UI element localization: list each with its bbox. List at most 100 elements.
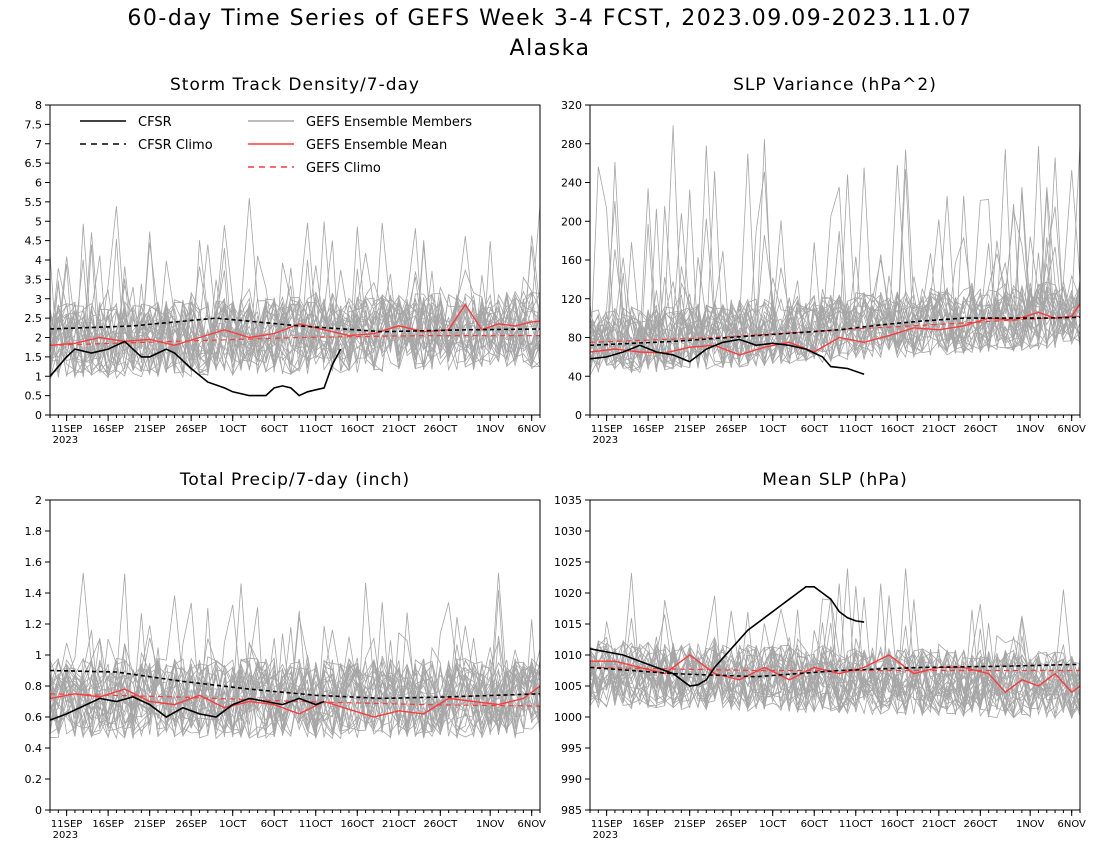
y-tick-label: 1035 bbox=[554, 494, 582, 507]
x-tick-label: 6OCT bbox=[801, 819, 829, 830]
x-tick-label: 16OCT bbox=[880, 424, 915, 435]
x-tick-label: 21OCT bbox=[382, 424, 417, 435]
plot-area-0 bbox=[50, 197, 540, 397]
ensemble-member-line bbox=[50, 238, 540, 373]
ensemble-member-line bbox=[590, 621, 1080, 720]
y-tick-label: 0.4 bbox=[25, 742, 43, 755]
ensemble-member-line bbox=[590, 282, 1080, 365]
plot-frame bbox=[589, 104, 1081, 416]
ensemble-member-line bbox=[590, 166, 1080, 366]
x-tick-label: 26SEP bbox=[175, 424, 206, 435]
series-ens-mean-line bbox=[590, 654, 1080, 694]
y-tick-label: 120 bbox=[561, 293, 582, 306]
x-tick-label: 6OCT bbox=[261, 819, 289, 830]
ensemble-member-line bbox=[50, 590, 540, 739]
x-tick-label: 11SEP bbox=[591, 424, 622, 435]
x-tick-label: 26OCT bbox=[963, 424, 998, 435]
x-tick-label: 16SEP bbox=[632, 819, 663, 830]
y-tick-label: 3.5 bbox=[25, 273, 43, 286]
ensemble-member-line bbox=[50, 228, 540, 373]
y-tick-label: 1 bbox=[35, 649, 42, 662]
y-tick-label: 7.5 bbox=[25, 118, 43, 131]
y-tick-label: 1.2 bbox=[25, 618, 43, 631]
x-tick-label: 11OCT bbox=[299, 424, 334, 435]
legend-label-4: GEFS Climo bbox=[306, 161, 381, 176]
x-tick-label: 16OCT bbox=[340, 424, 375, 435]
legend-label-0: CFSR bbox=[138, 115, 172, 130]
plot-area-1 bbox=[590, 125, 1080, 376]
y-tick-label: 7 bbox=[35, 138, 42, 151]
x-tick-label: 26SEP bbox=[715, 424, 746, 435]
panel-title-storm-track: Storm Track Density/7-day bbox=[170, 75, 420, 95]
ensemble-member-line bbox=[590, 272, 1080, 368]
y-tick-label: 0 bbox=[575, 409, 582, 422]
x-year-label: 2023 bbox=[593, 435, 618, 446]
x-tick-label: 21SEP bbox=[674, 819, 705, 830]
x-tick-label: 1OCT bbox=[219, 819, 247, 830]
panel-1: 0 40 80 120 160 200 240 280 320 11SEP 16SEP 21SEP 26… bbox=[561, 99, 1086, 446]
ensemble-member-line bbox=[50, 268, 540, 374]
y-tick-label: 1000 bbox=[554, 711, 582, 724]
y-tick-label: 1.8 bbox=[25, 525, 43, 538]
ensemble-member-line bbox=[590, 161, 1080, 368]
series-cfsr-climo-line bbox=[50, 669, 540, 700]
series-cfsr-line bbox=[50, 340, 342, 397]
x-tick-label: 16OCT bbox=[880, 819, 915, 830]
y-tick-label: 6.5 bbox=[25, 157, 43, 170]
series-gefs-climo-line bbox=[590, 315, 1080, 343]
x-tick-label: 1NOV bbox=[476, 424, 505, 435]
x-tick-label: 11SEP bbox=[591, 819, 622, 830]
x-year-label: 2023 bbox=[53, 435, 78, 446]
y-tick-label: 2 bbox=[35, 494, 42, 507]
x-tick-label: 11SEP bbox=[51, 424, 82, 435]
ensemble-member-line bbox=[590, 195, 1080, 369]
ensemble-member-line bbox=[590, 645, 1080, 719]
x-tick-label: 11OCT bbox=[839, 424, 874, 435]
ensemble-member-line bbox=[590, 609, 1080, 718]
y-tick-label: 1.6 bbox=[25, 556, 43, 569]
ensemble-member-line bbox=[590, 192, 1080, 370]
x-tick-label: 21SEP bbox=[134, 819, 165, 830]
x-tick-label: 21OCT bbox=[922, 424, 957, 435]
panel-title-mean-slp: Mean SLP (hPa) bbox=[762, 470, 908, 490]
x-tick-label: 6NOV bbox=[517, 424, 546, 435]
ensemble-member-line bbox=[590, 277, 1080, 361]
x-tick-label: 11OCT bbox=[839, 819, 874, 830]
ensemble-member-line bbox=[590, 623, 1080, 711]
x-tick-label: 1OCT bbox=[759, 424, 787, 435]
series-gefs-climo-line bbox=[50, 693, 540, 707]
x-tick-label: 21SEP bbox=[674, 424, 705, 435]
y-tick-label: 2 bbox=[35, 332, 42, 345]
series-cfsr-climo-line bbox=[590, 316, 1080, 347]
x-tick-label: 6OCT bbox=[801, 424, 829, 435]
figure-title-line2: Alaska bbox=[509, 36, 591, 61]
x-tick-label: 1OCT bbox=[219, 424, 247, 435]
x-tick-label: 6NOV bbox=[517, 819, 546, 830]
y-tick-label: 200 bbox=[561, 215, 582, 228]
y-tick-label: 0 bbox=[35, 804, 42, 817]
x-tick-label: 26OCT bbox=[423, 819, 458, 830]
series-gefs-climo-line bbox=[590, 666, 1080, 672]
ensemble-member-line bbox=[50, 259, 540, 378]
y-tick-label: 995 bbox=[561, 742, 582, 755]
ensemble-member-line bbox=[590, 644, 1080, 718]
y-tick-label: 160 bbox=[561, 254, 582, 267]
ensemble-member-line bbox=[50, 582, 540, 739]
ensemble-member-line bbox=[590, 599, 1080, 715]
x-tick-label: 21OCT bbox=[922, 819, 957, 830]
ensemble-member-line bbox=[50, 293, 540, 379]
panel-title-total-precip: Total Precip/7-day (inch) bbox=[179, 470, 411, 490]
ensemble-member-line bbox=[590, 596, 1080, 717]
y-tick-label: 5.5 bbox=[25, 196, 43, 209]
y-tick-label: 990 bbox=[561, 773, 582, 786]
series-gefs-climo-line bbox=[50, 335, 540, 346]
y-tick-label: 3 bbox=[35, 293, 42, 306]
ensemble-member-line bbox=[590, 139, 1080, 372]
x-tick-label: 26OCT bbox=[963, 819, 998, 830]
y-tick-label: 0.5 bbox=[25, 390, 43, 403]
y-tick-label: 1025 bbox=[554, 556, 582, 569]
series-ens-mean-line bbox=[50, 303, 540, 347]
panel-2: 0 0.2 0.4 0.6 0.8 1 1.2 1.4 1.6 1.8 2 11SEP 16SEP 21S… bbox=[25, 494, 547, 841]
